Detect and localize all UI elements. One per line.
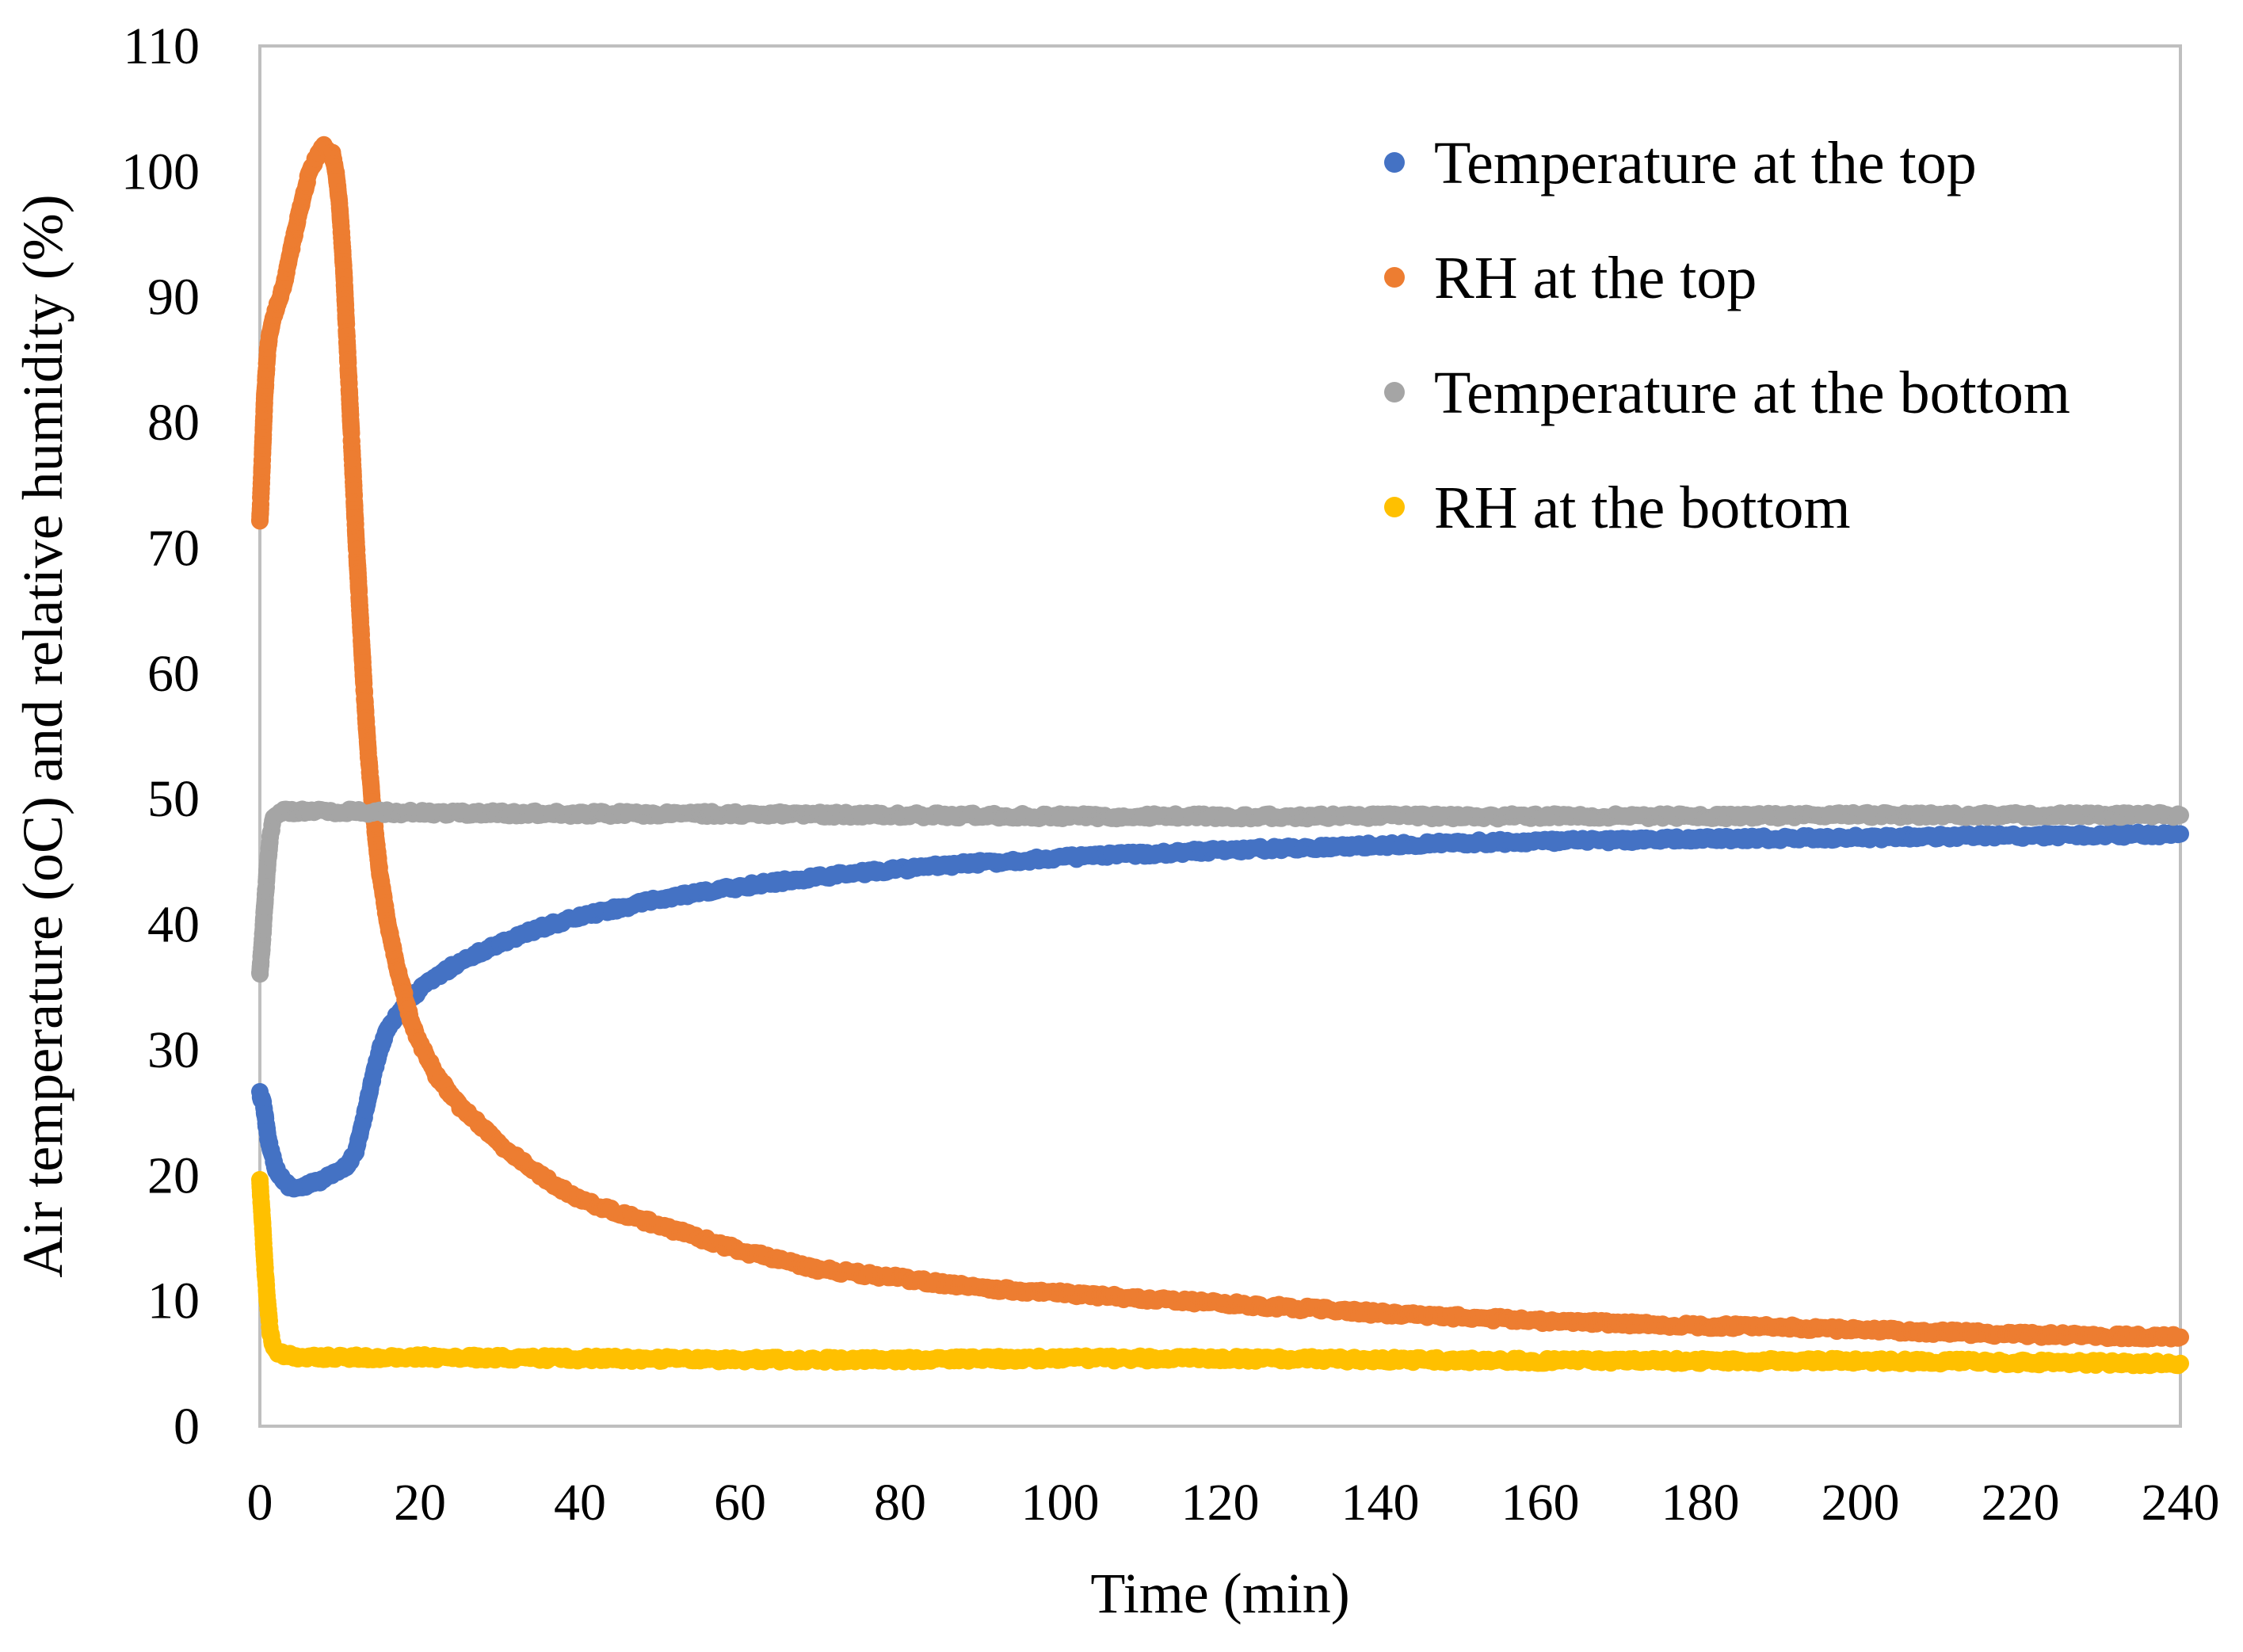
- y-tick-label: 100: [121, 143, 200, 200]
- axis-ticks: 0 10 20 30 40 50 60 70 80 90 100 110 0 20 40 60 80 100 120…: [121, 17, 2220, 1532]
- legend-marker: [1384, 497, 1405, 517]
- legend-label: Temperature at the bottom: [1434, 360, 2070, 426]
- data-point: [2172, 825, 2189, 843]
- y-tick-label: 50: [147, 770, 200, 828]
- series-rh-at-the-top: [251, 135, 2189, 1348]
- x-tick-label: 60: [714, 1474, 766, 1532]
- y-axis-title: Air temperature (oC) and relative humidi…: [11, 194, 74, 1278]
- y-tick-label: 110: [123, 17, 200, 75]
- y-tick-label: 10: [147, 1272, 200, 1330]
- data-point: [2172, 1328, 2189, 1346]
- y-tick-label: 20: [147, 1146, 200, 1204]
- legend-item: RH at the bottom: [1384, 475, 1851, 541]
- x-tick-label: 120: [1181, 1474, 1260, 1532]
- x-tick-label: 100: [1021, 1474, 1100, 1532]
- legend-item: Temperature at the top: [1384, 130, 1977, 196]
- legend-label: RH at the top: [1434, 245, 1757, 311]
- x-tick-label: 160: [1501, 1474, 1580, 1532]
- legend-item: RH at the top: [1384, 245, 1757, 311]
- x-tick-label: 200: [1821, 1474, 1900, 1532]
- x-tick-label: 220: [1982, 1474, 2060, 1532]
- legend: Temperature at the top RH at the top Tempe…: [1384, 130, 2070, 541]
- y-tick-label: 80: [147, 394, 200, 452]
- y-tick-label: 30: [147, 1021, 200, 1079]
- legend-marker: [1384, 382, 1405, 403]
- x-tick-label: 20: [394, 1474, 446, 1532]
- y-tick-label: 90: [147, 269, 200, 326]
- x-tick-label: 80: [874, 1474, 926, 1532]
- legend-marker: [1384, 267, 1405, 288]
- y-tick-label: 0: [174, 1398, 200, 1456]
- series-layer: [251, 135, 2189, 1375]
- y-tick-label: 60: [147, 645, 200, 703]
- plot-area-border: [258, 44, 2182, 1428]
- legend-marker: [1384, 152, 1405, 173]
- y-tick-label: 70: [147, 519, 200, 577]
- x-tick-label: 0: [247, 1474, 273, 1532]
- legend-item: Temperature at the bottom: [1384, 360, 2070, 426]
- series-rh-at-the-bottom: [251, 1170, 2189, 1375]
- x-tick-label: 180: [1661, 1474, 1740, 1532]
- data-point: [2172, 806, 2189, 824]
- x-axis-title: Time (min): [1090, 1562, 1349, 1625]
- y-tick-label: 40: [147, 896, 200, 954]
- legend-label: Temperature at the top: [1434, 130, 1977, 196]
- x-tick-label: 240: [2142, 1474, 2220, 1532]
- x-tick-label: 40: [554, 1474, 606, 1532]
- legend-label: RH at the bottom: [1434, 475, 1851, 541]
- series-temperature-at-the-top: [251, 823, 2189, 1198]
- data-point: [2172, 1354, 2189, 1372]
- x-tick-label: 140: [1341, 1474, 1420, 1532]
- series-temperature-at-the-bottom: [251, 800, 2189, 983]
